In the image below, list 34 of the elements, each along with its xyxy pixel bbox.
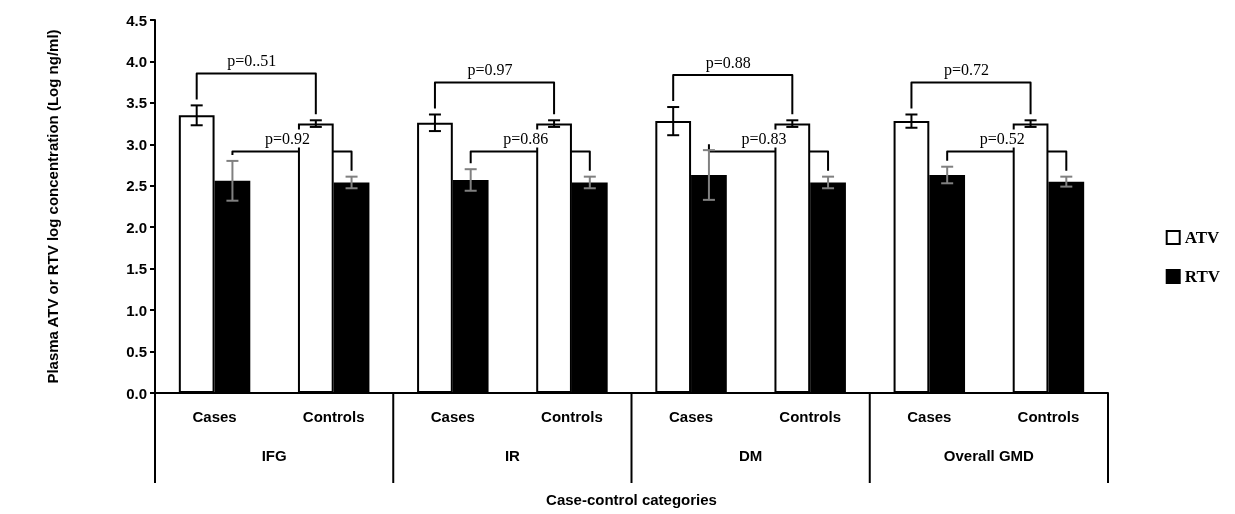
text: Overall GMD [943, 446, 1035, 464]
annotation: p=0.92 [264, 130, 310, 149]
annotation: p=0.86 [503, 130, 549, 149]
y-tick-label: 3.0 [126, 135, 147, 153]
y-tick-label: 1.0 [126, 301, 147, 319]
x-tick-label: Controls [302, 408, 365, 425]
x-tick-label: Cases [907, 408, 952, 425]
legend-label: RTV [1184, 267, 1221, 286]
y-tick-label: 2.0 [126, 218, 147, 236]
x-tick-label: Controls [1017, 408, 1080, 425]
y-axis-title: Plasma ATV or RTV log concentration (Log ng/ml) [44, 29, 61, 384]
y-tick-label: 4.5 [126, 11, 147, 29]
annotation: p=0.52 [979, 130, 1025, 149]
x-axis-title: Case-control categories [546, 490, 717, 508]
x-tick-label: Cases [430, 408, 475, 425]
annotation: p=0.97 [467, 60, 513, 79]
y-tick-label: 0.5 [126, 343, 147, 361]
y-tick-label: 4.0 [126, 52, 147, 70]
x-tick-label: Controls [541, 408, 603, 425]
annotation: p=0.88 [705, 53, 751, 72]
y-tick-label: 0.0 [126, 384, 147, 402]
annotation: p=0..51 [227, 51, 277, 70]
y-tick-label: 3.5 [126, 94, 147, 112]
text: IR [504, 446, 521, 464]
x-tick-label: Cases [668, 408, 714, 425]
text: DM [738, 446, 763, 464]
legend-label: ATV [1184, 228, 1221, 247]
y-tick-label: 2.5 [126, 177, 147, 195]
text: IFG [261, 446, 287, 464]
annotation: p=0.72 [943, 60, 989, 79]
annotation: p=0.83 [741, 130, 787, 149]
y-tick-label: 1.5 [126, 260, 147, 278]
x-tick-label: Controls [779, 408, 842, 425]
x-tick-label: Cases [192, 408, 237, 425]
